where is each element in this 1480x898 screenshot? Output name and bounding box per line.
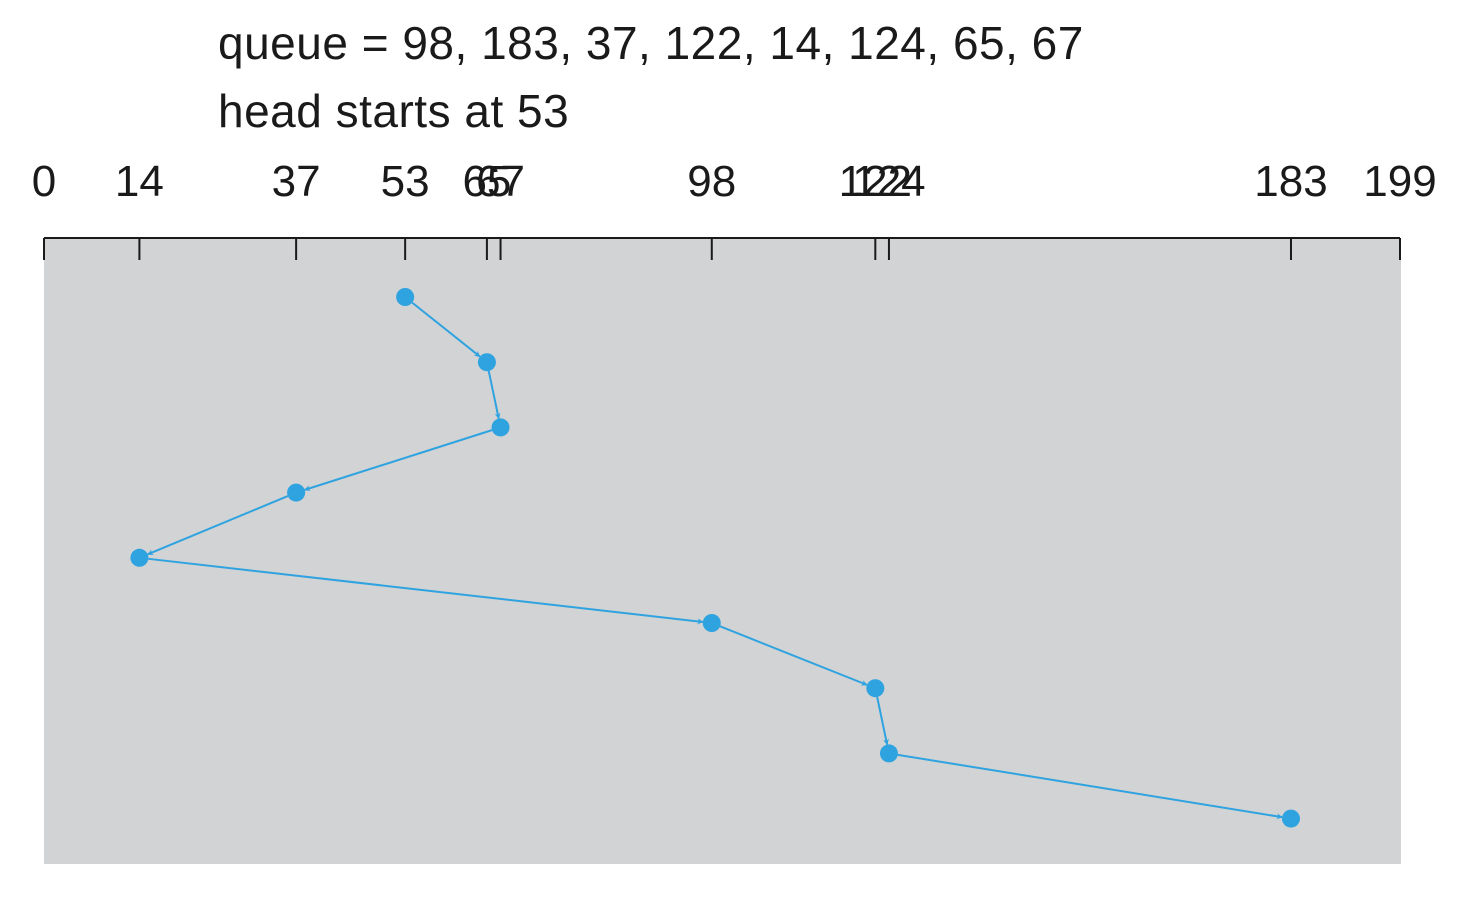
head-move-122-to-124 <box>876 696 889 746</box>
head-start-caption: head starts at 53 <box>218 85 570 137</box>
request-point-37 <box>287 483 306 502</box>
request-point-124 <box>879 744 898 763</box>
head-move-53-to-65 <box>411 301 481 358</box>
cylinder-panel <box>44 238 1401 864</box>
axis-tick-label-67: 67 <box>476 157 525 206</box>
axis-tick-label-0: 0 <box>32 157 56 206</box>
head-move-14-to-98 <box>148 557 704 625</box>
request-points <box>130 288 1300 828</box>
head-start-point <box>396 288 415 306</box>
axis-tick-label-53: 53 <box>381 157 430 206</box>
head-move-37-to-14 <box>147 495 289 556</box>
head-move-124-to-183 <box>897 753 1283 820</box>
request-point-65 <box>477 353 496 372</box>
request-point-14 <box>130 548 149 567</box>
request-point-67 <box>491 418 510 437</box>
axis-ticks <box>43 238 1401 260</box>
axis-tick-label-14: 14 <box>115 157 164 206</box>
axis-tick-label-98: 98 <box>687 157 736 206</box>
head-move-67-to-37 <box>304 429 493 492</box>
axis-tick-label-124: 124 <box>852 157 925 206</box>
axis-tick-label-37: 37 <box>272 157 321 206</box>
head-movement-path <box>147 301 1283 820</box>
head-move-98-to-122 <box>719 625 868 686</box>
request-point-122 <box>866 679 885 698</box>
axis-tick-label-65: 65 <box>462 157 511 206</box>
axis-tick-label-199: 199 <box>1363 157 1436 206</box>
head-move-65-to-67 <box>487 370 501 420</box>
queue-caption: queue = 98, 183, 37, 122, 14, 124, 65, 6… <box>218 17 1084 69</box>
request-point-98 <box>702 614 721 632</box>
axis-tick-label-122: 122 <box>839 157 912 206</box>
axis-tick-label-183: 183 <box>1254 157 1327 206</box>
request-point-183 <box>1281 809 1300 828</box>
